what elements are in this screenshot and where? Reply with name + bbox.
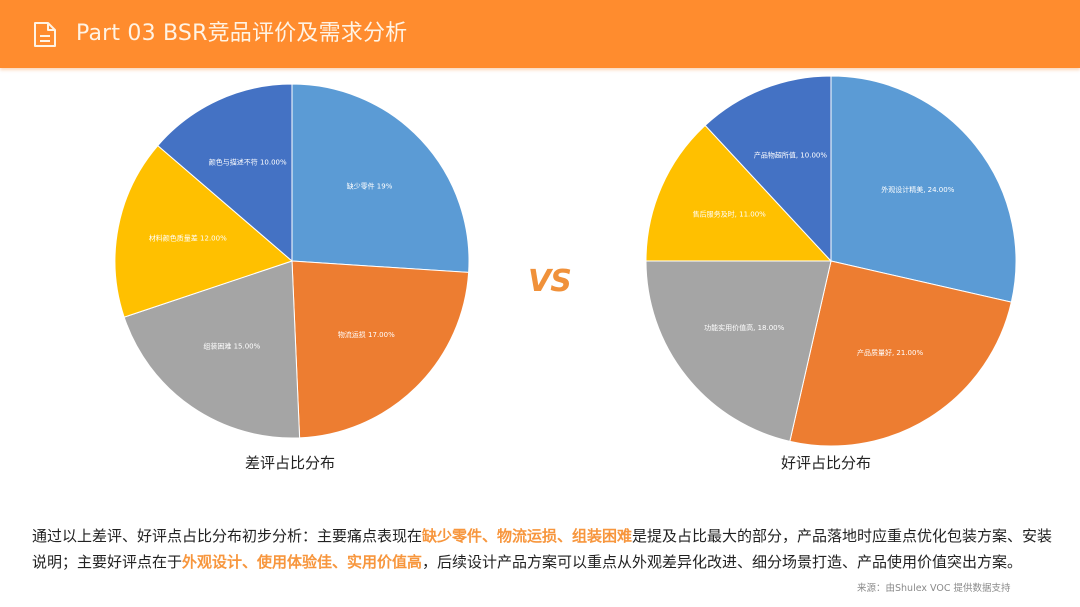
pie-slice-label: 外观设计精美, 24.00%: [881, 185, 954, 194]
pie-slice-label: 功能实用价值高, 18.00%: [704, 323, 784, 332]
summary-line-1: 通过以上差评、好评点占比分布初步分析：主要痛点表现在缺少零件、物流运损、组装困难…: [32, 527, 1053, 545]
pie-slice: [704, 75, 832, 263]
negative-pie-caption: 差评占比分布: [245, 454, 336, 472]
document-icon: [34, 22, 56, 47]
pie-slice-label: 材料颜色质量差 12.00%: [149, 234, 227, 243]
pie-slice: [645, 260, 832, 442]
pie-slice-label: 颜色与描述不符 10.00%: [209, 157, 287, 166]
pie-slice-label: 产品质量好, 21.00%: [857, 348, 923, 357]
pie-slice-label: 产品物超所值, 10.00%: [754, 151, 827, 160]
negative-review-pie-chart: 缺少零件 19% 物流运损 17.00% 组装困难 15.00% 材料颜色质量差 12…: [114, 83, 470, 439]
analysis-summary: 通过以上差评、好评点占比分布初步分析：主要痛点表现在缺少零件、物流运损、组装困难…: [32, 523, 1062, 575]
pie-slice: [645, 124, 833, 262]
pie-slice: [157, 83, 293, 263]
pie-slice: [114, 144, 293, 318]
header-bar: Part 03 BSR竞品评价及需求分析: [0, 0, 1080, 68]
page-title: Part 03 BSR竞品评价及需求分析: [76, 21, 408, 46]
vs-label: VS: [528, 264, 572, 299]
pie-slice-label: 售后服务及时, 11.00%: [693, 210, 766, 219]
pie-slice: [789, 260, 1012, 447]
summary-line-2: 说明；主要好评点在于外观设计、使用体验佳、实用价值高，后续设计产品方案可以重点从…: [32, 553, 1023, 571]
positive-review-pie-chart: 外观设计精美, 24.00% 产品质量好, 21.00% 功能实用价值高, 18.0…: [645, 75, 1017, 447]
pie-slice-label: 组装困难 15.00%: [203, 342, 260, 351]
pie-slice: [123, 260, 301, 439]
pie-slice-label: 缺少零件 19%: [347, 181, 393, 190]
data-source-note: 来源：由Shulex VOC 提供数据支持: [857, 583, 1011, 594]
pie-slice: [291, 260, 470, 439]
praise-points-highlight: 外观设计、使用体验佳、实用价值高: [182, 553, 423, 571]
pie-slice: [291, 83, 470, 273]
positive-pie-caption: 好评占比分布: [781, 454, 872, 472]
pie-slice-label: 物流运损 17.00%: [338, 330, 395, 339]
pain-points-highlight: 缺少零件、物流运损、组装困难: [422, 527, 633, 545]
pie-slice: [830, 75, 1017, 303]
